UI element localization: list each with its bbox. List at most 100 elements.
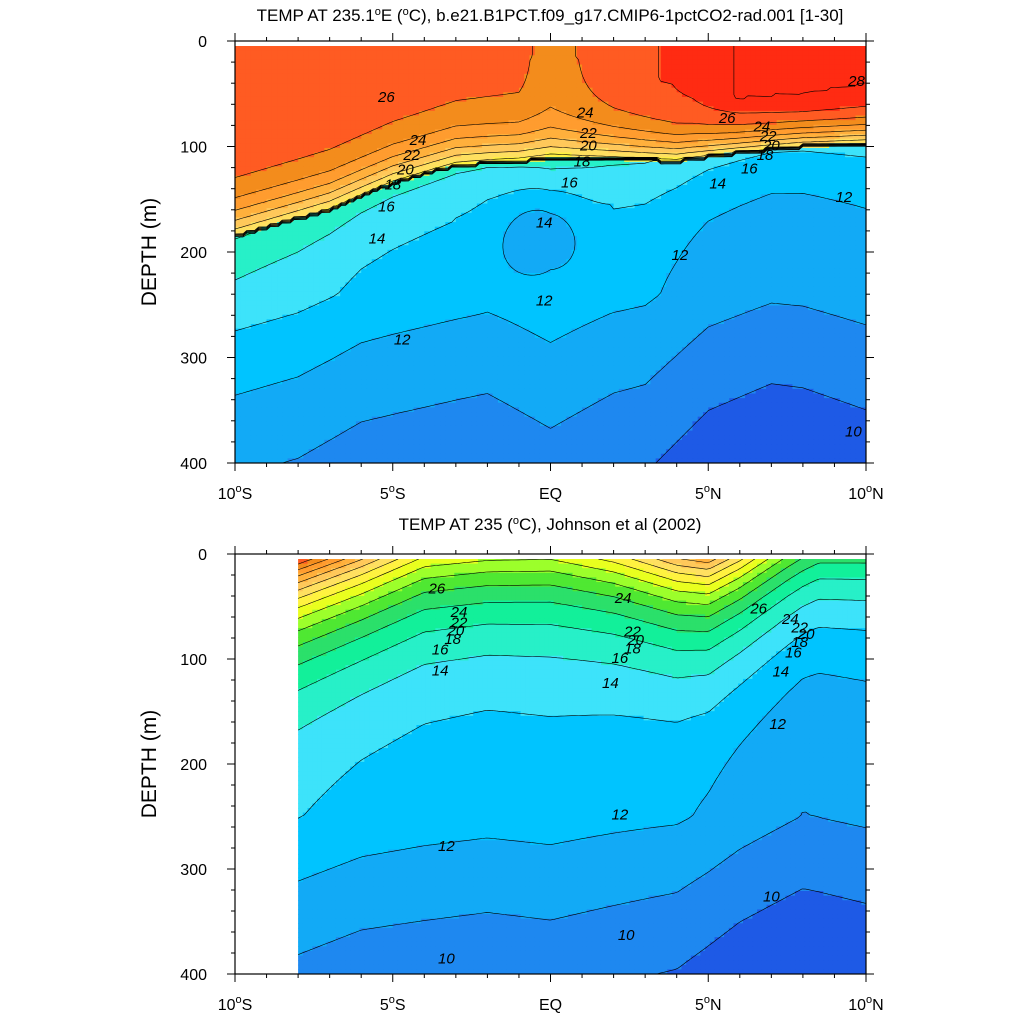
contour-cell [645,226,652,232]
contour-cell [855,175,862,181]
contour-cell [245,226,252,232]
contour-cell [513,115,520,121]
contour-cell [513,129,520,135]
contour-cell [781,46,788,52]
contour-cell [440,124,446,130]
contour-cell [450,59,457,66]
contour-cell [235,101,241,107]
contour-cell [466,101,473,107]
contour-cell [240,222,247,228]
contour-cell [513,147,520,154]
contour-cell [760,120,767,126]
contour-cell [566,46,573,52]
contour-cell [518,101,525,107]
contour-cell [597,120,604,126]
contour-cell [650,50,657,56]
contour-cell [608,110,615,117]
contour-cell [508,92,515,98]
contour-cell [634,50,641,56]
contour-cell [739,59,746,66]
contour-cell [513,198,520,205]
contour-cell [434,147,441,154]
contour-cell [266,208,273,214]
contour-cell [818,222,825,228]
contour-cell [592,217,599,223]
contour-cell [408,78,415,84]
contour-cell [497,143,504,149]
contour-cell [319,92,325,98]
contour-cell [266,161,273,168]
contour-cell [345,101,352,107]
contour-cell [403,110,410,117]
contour-cell [776,115,783,121]
contour-cell [376,203,383,209]
contour-cell [813,212,820,219]
contour-cell [603,46,609,52]
contour-cell [692,152,699,158]
contour-cell [776,166,783,172]
contour-cell [235,171,241,177]
contour-cell [492,59,499,66]
contour-cell [350,208,357,214]
contour-cell [829,46,836,52]
contour-cell [277,194,283,200]
contour-cell [508,203,515,209]
contour-cell [329,198,336,205]
contour-cell [561,55,567,61]
contour-cell [371,147,378,154]
contour-cell [313,78,320,84]
contour-cell [850,64,857,70]
contour-cell [750,157,757,163]
contour-cell [650,147,657,154]
contour-cell [376,175,383,181]
contour-cell [539,106,546,112]
contour-cell [355,59,362,66]
contour-cell [624,212,630,219]
contour-cell [729,73,736,80]
contour-cell [660,226,667,232]
contour-cell [571,101,578,107]
contour-cell [450,64,457,70]
contour-cell [655,161,662,168]
contour-cell [466,46,473,52]
contour-cell [660,147,667,154]
contour-cell [555,189,562,195]
contour-cell [298,106,304,112]
contour-cell [729,222,736,228]
contour-cell [471,235,478,242]
contour-cell [718,115,725,121]
contour-cell [355,157,362,163]
contour-cell [355,115,362,121]
contour-cell [813,92,820,98]
contour-cell [482,46,488,52]
contour-cell [792,226,799,232]
contour-cell [834,166,841,172]
contour-cell [587,64,594,70]
contour-cell [313,185,320,191]
contour-cell [355,110,362,117]
contour-cell [760,185,767,191]
contour-cell [655,226,662,232]
contour-cell [734,124,741,130]
contour-cell [844,83,851,89]
contour-cell [371,87,378,93]
contour-cell [287,152,294,158]
contour-cell [287,222,294,228]
contour-cell [781,138,788,144]
contour-cell [434,124,441,130]
contour-cell [256,124,262,130]
contour-cell [771,69,778,75]
contour-cell [350,152,357,158]
contour-cell [445,96,452,103]
contour-cell [424,83,431,89]
contour-cell [324,115,331,121]
contour-cell [529,185,536,191]
contour-cell [760,55,767,61]
contour-cell [440,59,446,66]
contour-cell [692,185,699,191]
contour-cell [823,64,830,70]
contour-cell [592,73,599,80]
contour-cell [666,203,673,209]
contour-cell [503,231,510,237]
contour-cell [771,152,778,158]
